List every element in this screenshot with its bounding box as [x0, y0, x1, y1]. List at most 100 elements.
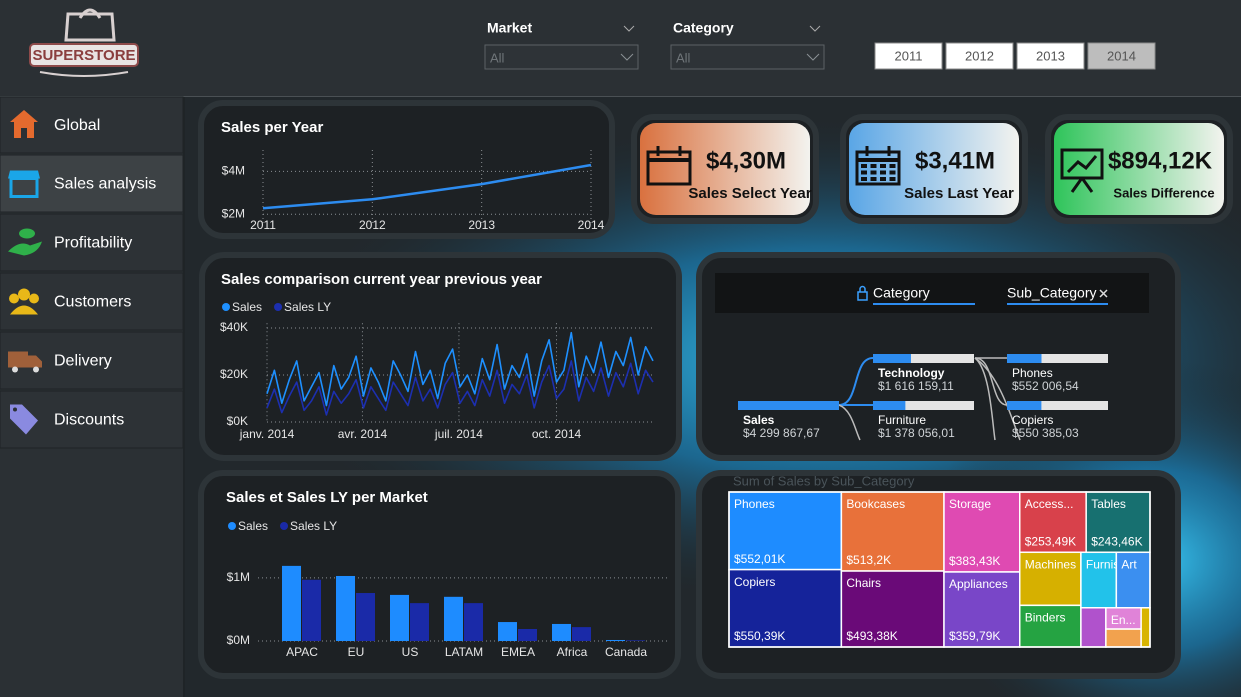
treemap-tile — [1140, 607, 1151, 648]
card — [198, 100, 615, 239]
chart-title: Sales comparison current year previous y… — [221, 271, 542, 288]
connector — [838, 404, 861, 441]
x-tick-label: LATAM — [445, 645, 483, 659]
treemap-value-label: $513,2K — [846, 553, 891, 567]
connector — [974, 357, 996, 441]
data-line — [262, 163, 592, 210]
kpi-icon — [889, 177, 896, 181]
treemap-value-label: $359,79K — [949, 629, 1000, 643]
logo-text: SUPERSTORE — [32, 47, 135, 64]
bar — [626, 640, 645, 641]
chart-title: Sum of Sales by Sub_Category — [733, 473, 915, 488]
bar — [282, 565, 301, 641]
decomp-header — [715, 273, 1149, 313]
filter-dropdown[interactable] — [670, 44, 825, 70]
treemap-label: Tables — [1091, 497, 1126, 511]
x-tick-label: 2011 — [250, 218, 276, 232]
kpi-icon — [889, 170, 896, 175]
connector — [974, 357, 1008, 406]
data-line — [266, 360, 654, 416]
x-tick-label: 2014 — [578, 218, 605, 232]
kpi-value: $4,30M — [706, 147, 786, 174]
x-tick-label: avr. 2014 — [338, 427, 388, 441]
nav-icon — [13, 407, 17, 412]
decomp-bar-bg — [1007, 401, 1108, 410]
bar — [552, 623, 571, 641]
decomp-bar — [873, 354, 911, 363]
kpi-icon — [855, 150, 901, 186]
filter-label: Market — [487, 20, 532, 36]
legend-marker — [274, 303, 283, 311]
year-button[interactable] — [1087, 42, 1156, 70]
card — [199, 252, 682, 461]
x-tick-label: US — [402, 645, 419, 659]
y-tick-label: $20K — [220, 367, 248, 381]
y-tick-label: $4M — [222, 164, 245, 178]
decomp-level-header: Sub_Category — [1007, 285, 1097, 301]
x-tick-label: oct. 2014 — [532, 427, 582, 441]
legend-marker — [222, 303, 230, 311]
filter-label: Category — [673, 20, 734, 36]
kpi-icon — [1070, 177, 1094, 193]
filter-chevron — [809, 25, 821, 32]
kpi-label: Sales Difference — [1113, 185, 1214, 200]
year-label: 2012 — [965, 48, 994, 63]
x-tick-label: janv. 2014 — [239, 427, 295, 441]
y-tick-label: $1M — [227, 570, 250, 584]
year-button[interactable] — [945, 42, 1014, 70]
bar — [518, 629, 537, 641]
kpi-icon — [870, 170, 877, 175]
bar — [356, 593, 375, 641]
decomp-node-label: Copiers — [1012, 413, 1053, 427]
x-tick-label: APAC — [286, 645, 318, 659]
treemap-value-label: $493,38K — [846, 629, 897, 643]
remove-icon[interactable] — [1099, 289, 1108, 298]
lock-icon — [859, 285, 866, 292]
kpi-icon — [880, 164, 886, 168]
treemap-label: En... — [1111, 613, 1136, 627]
decomp-bar — [873, 401, 906, 410]
nav-item[interactable] — [0, 154, 184, 213]
legend-marker — [280, 522, 289, 530]
bar — [336, 575, 355, 641]
kpi-card — [849, 123, 1019, 215]
treemap-label: Machines — [1025, 557, 1076, 571]
x-tick-label: EU — [348, 645, 365, 659]
decomp-bar — [1007, 354, 1042, 363]
nav-icon — [10, 305, 38, 315]
kpi-icon — [880, 170, 886, 175]
nav-item[interactable] — [0, 213, 184, 272]
chart-title: Sales et Sales LY per Market — [226, 489, 428, 506]
year-button[interactable] — [874, 42, 943, 70]
nav-item[interactable] — [0, 272, 184, 331]
bar — [572, 627, 591, 641]
nav-item[interactable] — [0, 96, 184, 154]
logo-swoosh — [39, 71, 129, 77]
treemap-tile — [943, 571, 1021, 648]
decomp-node-value: $1 616 159,11 — [878, 379, 954, 393]
treemap-value-label: $243,46K — [1091, 534, 1142, 548]
kpi-label: Sales Last Year — [904, 185, 1014, 202]
filter-dropdown-chevron — [620, 53, 634, 61]
decomp-bar-bg — [1007, 354, 1108, 363]
data-line — [266, 331, 654, 407]
connector — [974, 357, 1021, 441]
treemap-value-label: $383,43K — [949, 554, 1000, 568]
bar — [464, 603, 483, 641]
x-tick-label: Africa — [557, 645, 588, 659]
decomp-node-value: $4 299 867,67 — [743, 426, 820, 440]
nav-icon — [10, 110, 38, 138]
decomp-node-label: Sales — [743, 413, 775, 427]
filter-dropdown[interactable] — [484, 44, 639, 70]
filter-value: All — [676, 50, 691, 65]
bar — [498, 622, 517, 641]
treemap-label: Binders — [1025, 611, 1066, 625]
year-label: 2013 — [1036, 48, 1065, 63]
year-button[interactable] — [1016, 42, 1085, 70]
nav-icon — [29, 293, 39, 304]
bar — [390, 594, 409, 641]
legend-label: Sales LY — [290, 519, 337, 533]
kpi-icon — [870, 177, 877, 181]
nav-label: Delivery — [54, 353, 112, 370]
